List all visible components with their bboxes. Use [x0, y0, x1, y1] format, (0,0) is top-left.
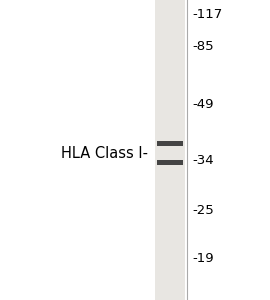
Text: -85: -85	[192, 40, 214, 53]
Text: -49: -49	[192, 98, 214, 112]
Bar	[157, 160, 183, 164]
Bar	[155, 0, 185, 300]
Text: -25: -25	[192, 203, 214, 217]
Text: -34: -34	[192, 154, 214, 166]
Bar	[157, 140, 183, 146]
Text: -117: -117	[192, 8, 222, 22]
Text: HLA Class I-: HLA Class I-	[61, 146, 148, 160]
Text: -19: -19	[192, 251, 214, 265]
